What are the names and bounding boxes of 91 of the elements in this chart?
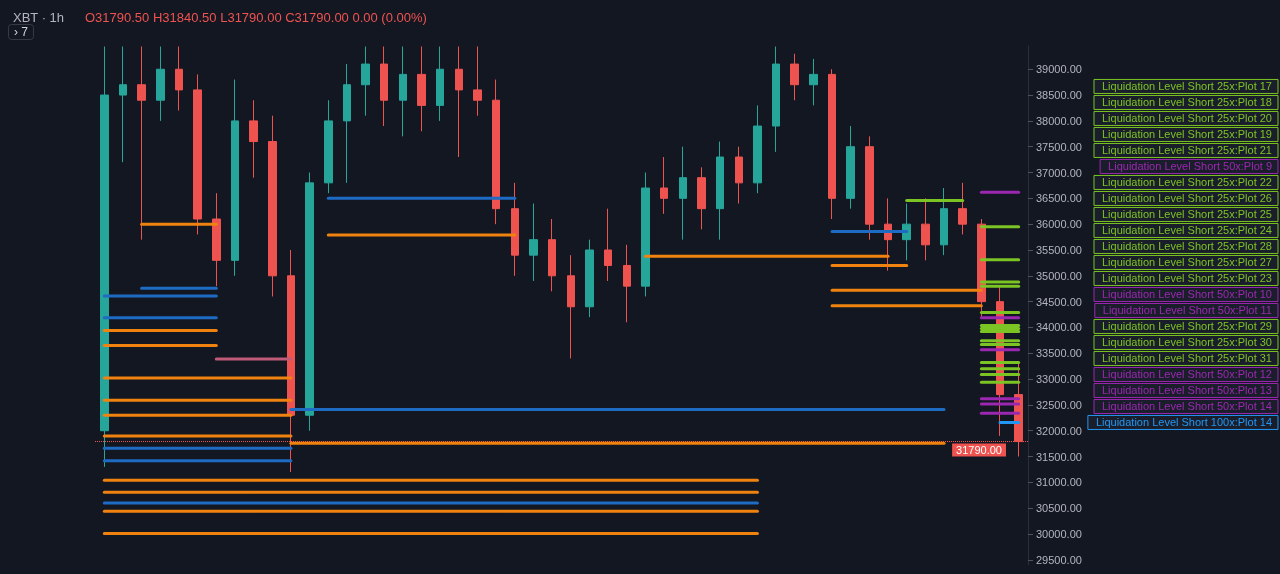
y-tick-label: 34500.00	[1036, 295, 1082, 308]
candlestick	[492, 79, 500, 225]
y-tick-label: 32500.00	[1036, 398, 1082, 411]
y-tick-label: 39000.00	[1036, 63, 1082, 76]
y-tick-label: 31000.00	[1036, 476, 1082, 489]
candlestick	[436, 46, 444, 122]
text: Liquidation Level Short 25x:Plot 20	[1101, 112, 1272, 125]
y-tick-label: 32000.00	[1036, 424, 1082, 437]
chart-title: XBT · 1h	[13, 10, 65, 25]
y-tick-label: 29500.00	[1036, 553, 1082, 566]
candlestick	[193, 73, 202, 235]
candlestick	[809, 58, 818, 106]
candlestick	[156, 46, 165, 122]
text: Liquidation Level Short 50x:Plot 12	[1101, 368, 1272, 381]
candlestick	[380, 46, 388, 127]
candlestick	[361, 46, 370, 117]
y-tick-label: 30500.00	[1036, 502, 1082, 515]
candlestick	[958, 182, 967, 235]
candlestick	[921, 197, 930, 261]
candlestick	[567, 254, 575, 359]
text: Liquidation Level Short 25x:Plot 24	[1101, 224, 1272, 237]
candlestick	[137, 46, 146, 241]
candlestick	[828, 68, 836, 220]
y-tick-label: 35000.00	[1036, 269, 1082, 282]
text: Liquidation Level Short 25x:Plot 28	[1101, 240, 1272, 253]
y-tick-label: 30000.00	[1036, 528, 1082, 541]
candlestick	[212, 192, 221, 287]
candlestick	[511, 182, 519, 277]
candlestick	[305, 172, 314, 432]
text: Liquidation Level Short 25x:Plot 26	[1101, 192, 1272, 205]
chart-subtitle: O31790.50 H31840.50 L31790.00 C31790.00 0.00 (0.00%)	[85, 10, 427, 25]
candlestick	[417, 46, 426, 132]
y-tick-label: 31500.00	[1036, 450, 1082, 463]
text: Liquidation Level Short 25x:Plot 23	[1101, 272, 1272, 285]
y-tick-label: 37500.00	[1036, 140, 1082, 153]
candlestick	[324, 99, 333, 194]
y-tick-label: 35500.00	[1036, 243, 1082, 256]
ref-line-label: 31790.00	[956, 444, 1002, 457]
text: Liquidation Level Short 25x:Plot 18	[1101, 96, 1272, 109]
candlestick	[529, 203, 538, 282]
candlestick	[604, 208, 612, 282]
candlestick	[679, 146, 687, 241]
candlestick	[343, 63, 351, 184]
text: Liquidation Level Short 25x:Plot 31	[1101, 352, 1272, 365]
text: Liquidation Level Short 25x:Plot 29	[1101, 320, 1272, 333]
text: Liquidation Level Short 25x:Plot 17	[1101, 80, 1272, 93]
text: Liquidation Level Short 50x:Plot 11	[1102, 304, 1272, 317]
text: Liquidation Level Short 50x:Plot 9	[1108, 160, 1272, 173]
y-tick-label: 33000.00	[1036, 373, 1082, 386]
text: Liquidation Level Short 25x:Plot 19	[1101, 128, 1272, 141]
text: Liquidation Level Short 25x:Plot 21	[1101, 144, 1272, 157]
text: › 7	[14, 25, 29, 39]
y-tick-label: 37000.00	[1036, 166, 1082, 179]
candlestick	[846, 125, 855, 210]
candlestick	[473, 46, 482, 117]
candlestick	[660, 156, 668, 215]
candlestick	[231, 79, 239, 277]
candlestick	[548, 218, 556, 292]
y-tick-label: 38000.00	[1036, 114, 1082, 127]
text: Liquidation Level Short 50x:Plot 13	[1101, 384, 1272, 397]
y-tick-label: 34000.00	[1036, 321, 1082, 334]
candlestick	[902, 203, 911, 261]
text: Liquidation Level Short 50x:Plot 14	[1101, 400, 1272, 413]
y-tick-label: 33500.00	[1036, 347, 1082, 360]
candlestick	[455, 46, 463, 158]
candlestick	[735, 146, 743, 205]
candlestick	[399, 46, 407, 137]
y-tick-label: 36000.00	[1036, 218, 1082, 231]
y-tick-label: 38500.00	[1036, 89, 1082, 102]
text: Liquidation Level Short 25x:Plot 27	[1101, 256, 1272, 269]
y-tick-label: 36500.00	[1036, 192, 1082, 205]
candlestick	[940, 187, 948, 256]
text: Liquidation Level Short 25x:Plot 22	[1101, 176, 1272, 189]
candlestick	[623, 244, 631, 323]
candlestick	[697, 166, 706, 230]
candlestick	[716, 141, 724, 241]
candlestick	[772, 46, 780, 153]
candlestick	[790, 53, 799, 101]
candlestick	[641, 172, 650, 297]
candlestick	[100, 46, 109, 468]
candlestick	[249, 99, 258, 179]
candlestick	[753, 104, 762, 194]
text: Liquidation Level Short 25x:Plot 30	[1101, 336, 1272, 349]
text: Liquidation Level Short 100x:Plot 14	[1095, 416, 1272, 429]
candlestick	[119, 46, 127, 163]
text: Liquidation Level Short 50x:Plot 10	[1101, 288, 1272, 301]
candlestick	[585, 239, 594, 318]
candlestick	[268, 115, 277, 297]
candlestick	[175, 46, 183, 112]
text: Liquidation Level Short 25x:Plot 25	[1101, 208, 1272, 221]
candlestick	[865, 135, 874, 241]
